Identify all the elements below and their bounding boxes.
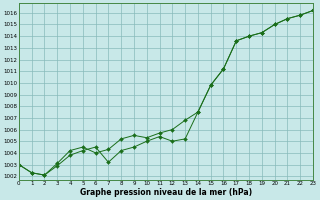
X-axis label: Graphe pression niveau de la mer (hPa): Graphe pression niveau de la mer (hPa): [80, 188, 252, 197]
